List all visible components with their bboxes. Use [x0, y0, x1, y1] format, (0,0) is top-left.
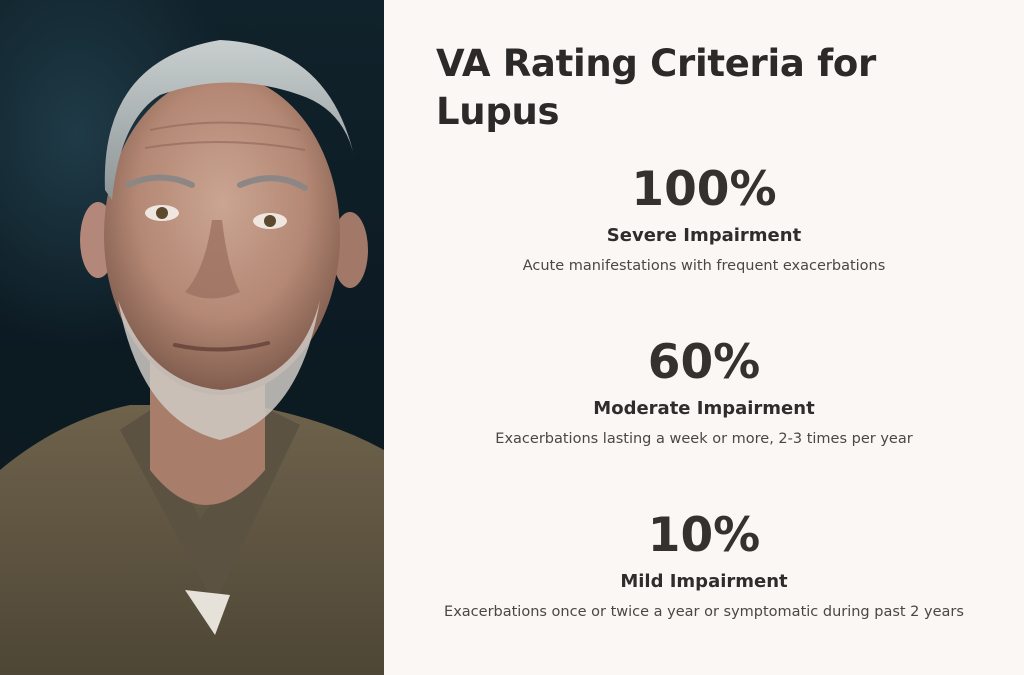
rating-percent: 100%: [631, 162, 777, 217]
rating-tier-100: 100% Severe Impairment Acute manifestati…: [384, 162, 1024, 276]
portrait-photo: [0, 0, 384, 675]
rating-description: Exacerbations once or twice a year or sy…: [444, 604, 964, 620]
rating-label: Moderate Impairment: [593, 398, 815, 419]
rating-label: Severe Impairment: [606, 225, 802, 246]
rating-description: Acute manifestations with frequent exace…: [522, 258, 886, 274]
rating-panel: VA Rating Criteria for Lupus 100% Severe…: [384, 0, 1024, 675]
rating-percent: 60%: [647, 335, 761, 390]
rating-description: Exacerbations lasting a week or more, 2-…: [495, 431, 913, 447]
page-title: VA Rating Criteria for Lupus: [436, 42, 876, 133]
rating-tier-10: 10% Mild Impairment Exacerbations once o…: [384, 508, 1024, 622]
rating-label: Mild Impairment: [620, 571, 788, 592]
rating-tier-60: 60% Moderate Impairment Exacerbations la…: [384, 335, 1024, 449]
rating-percent: 10%: [647, 508, 761, 563]
